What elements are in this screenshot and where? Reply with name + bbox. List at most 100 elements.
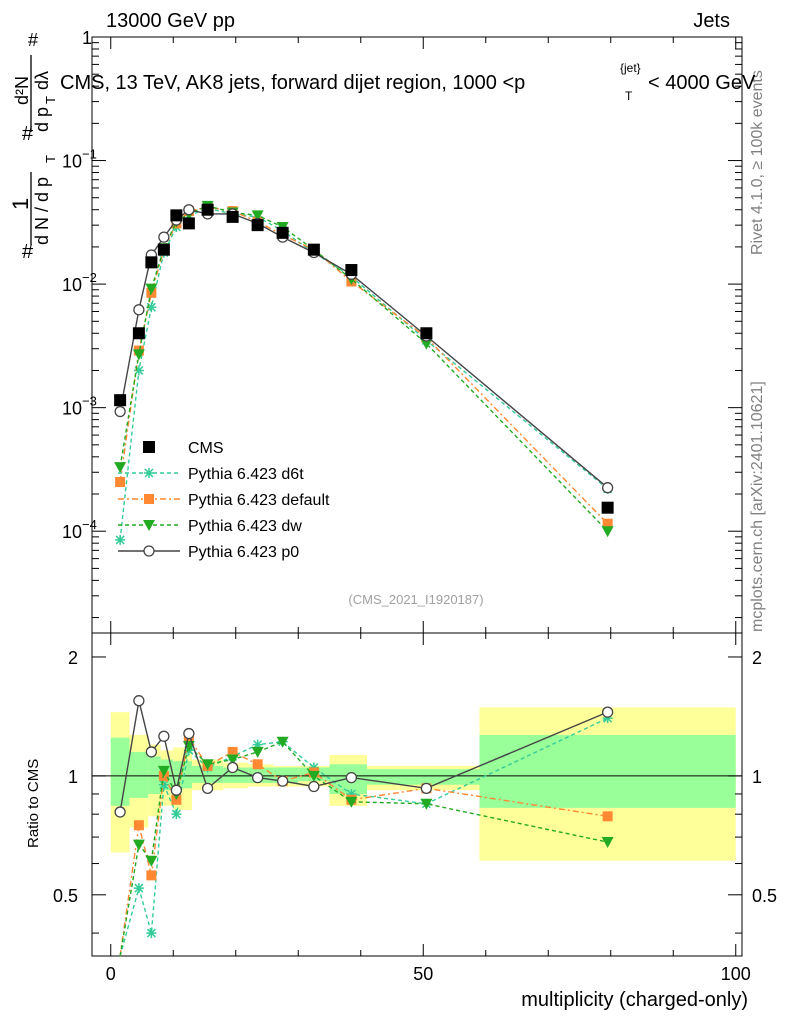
legend-label: Pythia 6.423 p0: [188, 544, 299, 561]
ratio-panel-frame: [91, 632, 743, 957]
ratio-point-3: [601, 706, 614, 718]
series-point-1: [602, 518, 613, 529]
legend-marker: [144, 494, 154, 504]
ratio-point-1: [602, 811, 613, 822]
ratio-point-0: [171, 809, 182, 820]
series-point-0: [146, 302, 157, 313]
series-point-3: [114, 405, 126, 418]
ratio-point-2: [420, 798, 433, 810]
cms-data-point: [182, 217, 195, 230]
ratio-point-0: [158, 779, 169, 790]
ratio-tick-label: 2: [68, 648, 78, 668]
ratio-band-inner: [129, 751, 149, 798]
svg-text:CMS, 13 TeV, AK8 jets, forward: CMS, 13 TeV, AK8 jets, forward dijet reg…: [60, 72, 525, 94]
plot-subtitle: CMS, 13 TeV, AK8 jets, forward dijet reg…: [60, 61, 756, 103]
ratio-point-2: [132, 839, 145, 851]
ratio-point-2: [201, 759, 214, 771]
ratio-point-1: [252, 759, 263, 770]
series-point-2: [132, 349, 145, 361]
ratio-tick-label-right: 2: [752, 648, 762, 668]
svg-text:{jet}: {jet}: [620, 61, 641, 75]
svg-text:T: T: [43, 96, 58, 104]
ratio-point-2: [251, 746, 264, 758]
cms-data-point: [276, 226, 289, 239]
ratio-point-3: [345, 771, 358, 784]
ratio-band-inner: [367, 769, 480, 785]
rivet-version-label: Rivet 4.1.0, ≥ 100k events: [749, 70, 766, 255]
y-tick-label: 10−3: [62, 394, 97, 419]
ratio-point-3: [201, 782, 214, 794]
ratio-band-inner: [110, 737, 130, 806]
series-layer: [114, 200, 614, 545]
cms-data-point: [145, 256, 158, 269]
x-tick-label: 0: [106, 964, 116, 984]
cms-data-point: [307, 243, 320, 256]
y-tick-label: 1: [82, 28, 92, 48]
ratio-point-3: [276, 775, 289, 787]
cms-data-point: [201, 203, 214, 216]
svg-text:d²N: d²N: [12, 76, 32, 105]
cms-data-point: [420, 327, 433, 340]
ratio-point-3: [114, 806, 126, 818]
ratio-band-inner: [192, 765, 224, 783]
series-point-2: [420, 338, 433, 350]
svg-text:T: T: [43, 155, 58, 163]
ratio-point-3: [133, 695, 145, 707]
cms-data-point: [251, 219, 264, 232]
ratio-y-axis-title: Ratio to CMS: [25, 759, 42, 848]
ratio-point-3: [183, 727, 195, 740]
ratio-point-0: [602, 713, 613, 724]
mcplots-label: mcplots.cern.ch [arXiv:2401.10621]: [749, 381, 766, 632]
svg-text:d p: d p: [32, 107, 52, 132]
legend-marker: [143, 441, 155, 453]
ratio-uncertainty-bands: [110, 707, 736, 861]
ratio-point-2: [145, 855, 158, 867]
series-point-2: [114, 462, 127, 474]
ratio-point-0: [133, 883, 144, 894]
ratio-point-3: [308, 780, 320, 793]
legend-label: Pythia 6.423 d6t: [188, 466, 304, 483]
x-tick-label: 50: [413, 964, 433, 984]
cms-data-point: [157, 243, 170, 256]
legend-marker: [143, 545, 155, 557]
cms-data-point: [132, 327, 145, 340]
series-point-0: [133, 365, 144, 376]
jets-label: Jets: [693, 10, 730, 32]
cms-data-point: [345, 264, 358, 277]
ratio-point-1: [133, 820, 144, 831]
cms-data-point: [114, 394, 127, 407]
series-point-3: [601, 482, 614, 494]
ratio-tick-label-right: 1: [752, 767, 762, 787]
svg-text:#: #: [28, 30, 38, 50]
series-point-1: [115, 477, 126, 488]
cms-data-point: [170, 209, 183, 222]
ratio-point-2: [307, 770, 320, 782]
ratio-point-2: [226, 754, 239, 766]
ratio-band-inner: [479, 734, 736, 808]
svg-text:d N / d p: d N / d p: [32, 177, 52, 245]
ratio-point-0: [146, 928, 157, 939]
svg-text:dλ: dλ: [32, 71, 52, 90]
series-line-0: [119, 207, 609, 540]
legend-marker: [143, 520, 155, 531]
svg-text:1: 1: [8, 198, 33, 210]
series-point-3: [158, 231, 170, 243]
cms-data-point: [601, 501, 614, 514]
legend-label: Pythia 6.423 dw: [188, 518, 302, 535]
series-line-2: [119, 205, 609, 532]
svg-text:< 4000 GeV: < 4000 GeV: [648, 72, 756, 94]
ratio-point-3: [145, 746, 158, 758]
cms-data-point: [226, 210, 239, 223]
x-tick-label: 100: [721, 964, 751, 984]
analysis-id-label: (CMS_2021_I1920187): [348, 592, 483, 607]
series-point-3: [183, 204, 195, 216]
svg-text:T: T: [625, 89, 633, 103]
ratio-point-1: [227, 746, 238, 757]
ratio-point-3: [420, 782, 433, 794]
ratio-tick-label-right: 0.5: [752, 886, 777, 906]
series-point-0: [115, 534, 126, 545]
legend: CMS Pythia 6.423 d6t Pythia 6.423 default P…: [118, 440, 330, 561]
legend-marker: [144, 468, 154, 478]
ratio-point-0: [252, 739, 263, 750]
